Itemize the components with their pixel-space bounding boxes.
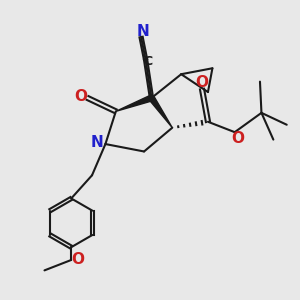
Text: N: N <box>136 24 149 39</box>
Text: O: O <box>231 131 244 146</box>
Text: N: N <box>91 135 103 150</box>
Text: C: C <box>143 55 152 68</box>
Polygon shape <box>149 96 172 128</box>
Polygon shape <box>116 95 152 111</box>
Text: O: O <box>74 89 88 104</box>
Text: O: O <box>71 253 84 268</box>
Text: O: O <box>196 75 208 90</box>
